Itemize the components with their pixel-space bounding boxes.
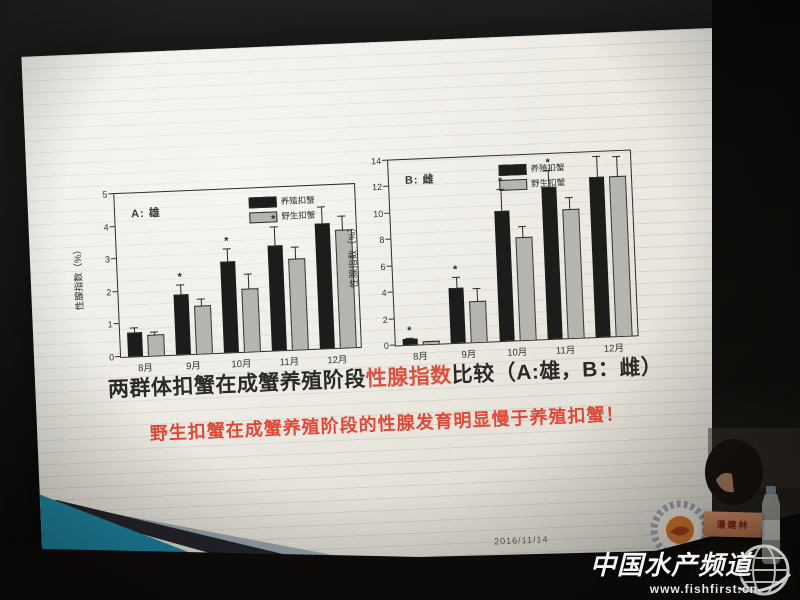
y-tick-label: 5 <box>102 189 108 200</box>
watermark-brand: 中国水产频道 <box>589 550 752 580</box>
chart-female-gonad-index: B: 雌性腺指数（%）02468101214养殖扣蟹野生扣蟹*8月*9月*10月… <box>347 149 639 363</box>
legend-item: 野生扣蟹 <box>249 209 316 224</box>
y-tick-mark <box>388 318 394 320</box>
presentation-slide: A: 雄性腺指数（%） 0 1 2 3 4 5 养殖扣蟹 野生扣蟹 8月 * 9月 * 10月 * 11月 12… <box>21 27 743 577</box>
name-card-text: 潘建林 <box>716 519 750 531</box>
bar-farmed <box>314 223 335 349</box>
bar-farmed <box>173 294 191 355</box>
bar-farmed <box>589 177 611 338</box>
y-tick-label: 8 <box>379 235 385 246</box>
y-tick-label: 0 <box>383 340 390 351</box>
error-bar <box>269 226 279 247</box>
error-bar <box>472 287 481 303</box>
legend-swatch <box>498 163 527 176</box>
y-tick-label: 12 <box>371 182 383 193</box>
bar-farmed <box>126 332 143 357</box>
plot-area: A: 雄性腺指数（%） 0 1 2 3 4 5 养殖扣蟹 野生扣蟹 8月 * 9月 * 10月 * 11月 12… <box>72 183 362 374</box>
y-tick-label: 1 <box>107 319 113 330</box>
significance-asterisk: * <box>452 263 458 276</box>
error-bar <box>517 226 526 239</box>
y-tick-mark <box>113 323 119 325</box>
bar-wild <box>609 176 633 337</box>
error-bar <box>176 284 185 296</box>
error-bar <box>611 156 621 178</box>
panel-label: A: 雄 <box>130 207 162 221</box>
significance-asterisk: * <box>497 175 503 189</box>
y-tick-label: 10 <box>373 208 384 220</box>
bar-farmed <box>267 244 287 351</box>
bar-farmed <box>448 287 466 344</box>
y-tick-label: 6 <box>380 261 386 272</box>
y-axis-label: 性腺指数（%） <box>346 221 361 288</box>
legend-label: 养殖扣蟹 <box>280 194 315 207</box>
bar-wild <box>469 300 488 343</box>
y-tick-label: 0 <box>108 352 115 363</box>
significance-asterisk: * <box>177 271 183 284</box>
y-tick-mark <box>115 356 121 358</box>
y-tick-label: 2 <box>382 314 388 325</box>
error-bar <box>591 155 601 179</box>
bar-wild <box>146 334 165 356</box>
significance-asterisk: * <box>407 324 412 337</box>
bar-farmed <box>541 186 563 340</box>
bar-wild <box>287 258 309 350</box>
panel-label: B: 雌 <box>404 173 435 187</box>
error-bar <box>496 188 505 212</box>
y-axis-label: 性腺指数（%） <box>72 244 87 311</box>
y-tick-label: 4 <box>381 287 387 299</box>
watermark: 中国水产频道 www.fishfirst.cn <box>562 542 792 598</box>
significance-asterisk: * <box>271 213 276 226</box>
y-tick-mark <box>112 290 118 293</box>
y-tick-mark <box>382 159 388 161</box>
bar-wild <box>193 304 213 354</box>
watermark-url: www.fishfirst.cn <box>649 582 758 596</box>
slide-date: 2016/11/14 <box>493 534 549 547</box>
bar-farmed <box>493 210 515 342</box>
error-bar <box>290 246 300 260</box>
bar-wild <box>562 208 585 339</box>
bar-wild <box>240 288 261 352</box>
significance-asterisk: * <box>545 156 551 169</box>
y-tick-label: 2 <box>106 287 112 298</box>
legend-swatch <box>248 195 277 208</box>
y-tick-mark <box>386 265 392 267</box>
title-post: 比较（A:雄，B：雌） <box>451 355 663 388</box>
y-tick-mark <box>109 225 115 227</box>
error-bar <box>316 206 326 225</box>
y-tick-mark <box>110 258 116 260</box>
title-highlight: 性腺指数 <box>365 364 453 391</box>
chart-male-gonad-index: A: 雄性腺指数（%） 0 1 2 3 4 5 养殖扣蟹 野生扣蟹 8月 * 9月 * 10月 * 11月 12… <box>72 183 362 374</box>
y-tick-label: 14 <box>370 155 382 167</box>
error-bar <box>405 337 414 340</box>
y-tick-label: 4 <box>103 221 109 233</box>
y-tick-label: 3 <box>104 254 111 265</box>
error-bar <box>243 273 253 290</box>
name-card: 潘建林 <box>703 511 763 538</box>
error-bar <box>565 196 574 211</box>
y-tick-mark <box>384 212 390 214</box>
error-bar <box>129 326 138 334</box>
slide-conclusion-text: 野生扣蟹在成蟹养殖阶段的性腺发育明显慢于养殖扣蟹！ <box>149 403 625 444</box>
y-tick-mark <box>387 291 393 293</box>
error-bar <box>222 247 232 263</box>
error-bar <box>150 330 159 337</box>
error-bar <box>544 169 553 189</box>
error-bar <box>425 341 434 343</box>
plot-area: B: 雌性腺指数（%）02468101214养殖扣蟹野生扣蟹*8月*9月*10月… <box>347 149 639 363</box>
bar-farmed <box>219 261 239 353</box>
y-tick-mark <box>385 238 391 241</box>
error-bar <box>196 298 205 307</box>
significance-asterisk: * <box>223 235 229 248</box>
legend-label: 野生扣蟹 <box>281 209 316 222</box>
y-tick-mark <box>108 193 114 195</box>
y-tick-mark <box>383 186 389 188</box>
bar-wild <box>514 236 537 341</box>
legend: 养殖扣蟹野生扣蟹 <box>248 194 316 224</box>
title-pre: 两群体扣蟹在成蟹养殖阶段 <box>107 367 367 402</box>
legend-item: 养殖扣蟹 <box>248 194 315 209</box>
globe-icon <box>737 544 792 596</box>
y-tick-mark <box>389 344 395 346</box>
error-bar <box>451 276 460 289</box>
